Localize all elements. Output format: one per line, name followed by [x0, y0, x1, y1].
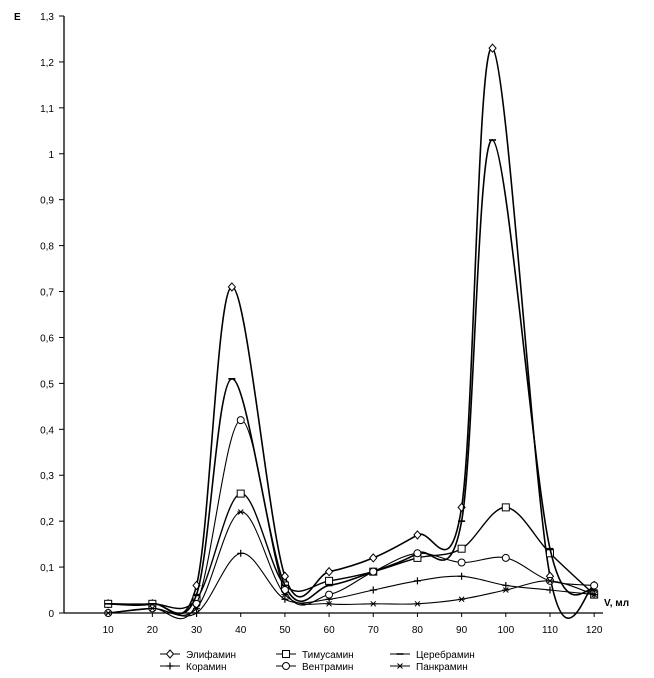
- legend-item: Элифамин: [160, 649, 236, 661]
- legend-marker: [165, 649, 175, 659]
- data-point: [457, 544, 466, 553]
- y-tick-label: 1,1: [40, 104, 54, 115]
- x-tick-label: 30: [191, 625, 203, 636]
- legend-item: Вентрамин: [276, 662, 353, 673]
- legend-label: Элифамин: [186, 649, 236, 661]
- data-point: [590, 591, 598, 598]
- y-tick-label: 0,6: [40, 333, 54, 344]
- series-1: [104, 43, 599, 620]
- data-point: [413, 549, 422, 558]
- data-point: [237, 509, 245, 515]
- data-point: [148, 605, 156, 612]
- legend-marker: [282, 650, 290, 658]
- y-tick-label: 1,2: [40, 58, 54, 69]
- x-tick-label: 120: [586, 625, 603, 636]
- x-tick-label: 70: [368, 625, 380, 636]
- data-point: [502, 587, 510, 593]
- series-4: [104, 549, 598, 617]
- data-point: [236, 416, 245, 425]
- y-tick-label: 1,3: [40, 12, 54, 23]
- data-point: [413, 600, 421, 607]
- y-tick-label: 0,4: [40, 425, 54, 436]
- series-line: [108, 139, 595, 615]
- legend-label: Панкрамин: [416, 662, 468, 673]
- data-point: [281, 591, 289, 598]
- x-tick-label: 60: [324, 625, 336, 636]
- series-line: [108, 511, 595, 616]
- x-tick-label: 100: [497, 625, 514, 636]
- data-point: [501, 553, 510, 562]
- legend-label: Тимусамин: [302, 650, 354, 661]
- data-point: [369, 553, 378, 563]
- y-axis-title: E: [14, 12, 21, 23]
- series-3: [104, 139, 598, 615]
- y-tick-label: 0,9: [40, 196, 54, 207]
- data-point: [590, 581, 599, 590]
- series-line: [108, 47, 595, 620]
- data-point: [193, 609, 201, 617]
- x-ticks: 10 20 30 40 50 60 70 80 90 100 110 120: [103, 613, 603, 636]
- data-point: [458, 572, 466, 580]
- data-point: [193, 605, 201, 612]
- data-point: [457, 558, 466, 567]
- y-tick-label: 0,2: [40, 517, 54, 528]
- x-tick-label: 80: [412, 625, 424, 636]
- legend-marker: [396, 663, 404, 669]
- y-tick-label: 0: [48, 609, 54, 620]
- y-tick-label: 0,7: [40, 288, 54, 299]
- x-tick-label: 110: [542, 625, 558, 636]
- x-tick-label: 10: [103, 625, 115, 636]
- data-point: [488, 43, 497, 53]
- legend-item: Корамин: [160, 662, 227, 673]
- series-line: [108, 419, 595, 620]
- data-point: [325, 576, 334, 585]
- x-tick-label: 20: [147, 625, 159, 636]
- x-axis-title: V, мл: [604, 598, 629, 609]
- series-6: [104, 509, 598, 616]
- data-point: [324, 566, 334, 577]
- legend: Элифамин Тимусамин Церебрамин Корамин Вентра…: [160, 649, 475, 673]
- data-point: [369, 586, 377, 594]
- data-point: [281, 595, 289, 603]
- data-point: [413, 530, 422, 540]
- axes: 0 0,1 0,2 0,3 0,4 0,5 0,6 0,7 0,8 0,9 1 1,1 1,2 1,3 1…: [14, 12, 629, 636]
- data-point: [369, 567, 378, 576]
- data-point: [369, 600, 377, 607]
- y-tick-label: 0,3: [40, 471, 54, 482]
- legend-item: Церебрамин: [390, 649, 475, 661]
- y-tick-label: 0,1: [40, 563, 54, 574]
- series-line: [108, 492, 595, 610]
- y-tick-label: 0,8: [40, 242, 54, 253]
- data-point: [546, 578, 554, 584]
- legend-marker: [166, 662, 174, 670]
- x-tick-label: 90: [456, 625, 468, 636]
- y-tick-label: 1: [48, 150, 54, 161]
- legend-item: Тимусамин: [276, 650, 354, 661]
- data-point: [237, 549, 245, 557]
- data-point: [280, 571, 290, 582]
- y-tick-label: 0,5: [40, 379, 54, 390]
- x-tick-label: 50: [279, 625, 291, 636]
- data-point: [104, 610, 112, 616]
- x-tick-label: 40: [235, 625, 247, 636]
- legend-label: Церебрамин: [416, 649, 475, 661]
- y-ticks: 0 0,1 0,2 0,3 0,4 0,5 0,6 0,7 0,8 0,9 1 1,1 1,2 1,3: [40, 12, 64, 620]
- data-point: [502, 581, 510, 589]
- data-point: [458, 596, 466, 603]
- plot-area: [104, 43, 599, 620]
- data-point: [325, 590, 334, 599]
- data-point: [325, 600, 333, 607]
- legend-item: Панкрамин: [390, 662, 468, 673]
- data-point: [227, 282, 237, 292]
- series-5: [104, 416, 599, 620]
- legend-label: Корамин: [186, 662, 227, 673]
- data-point: [236, 489, 245, 498]
- data-point: [546, 586, 554, 594]
- data-point: [413, 577, 421, 585]
- legend-label: Вентрамин: [302, 662, 353, 673]
- legend-marker: [282, 662, 290, 670]
- series-2: [104, 489, 599, 610]
- data-point: [501, 503, 510, 512]
